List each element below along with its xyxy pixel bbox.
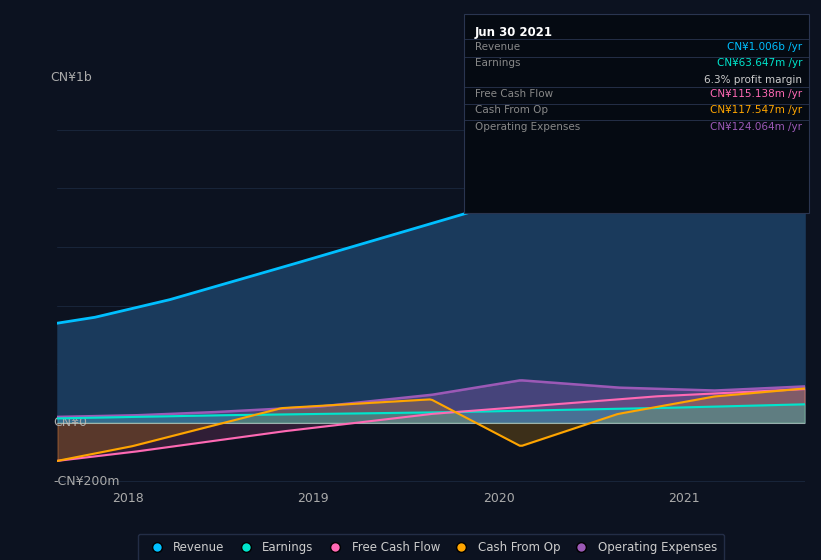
Text: Operating Expenses: Operating Expenses (475, 122, 580, 132)
Text: CN¥0: CN¥0 (53, 416, 88, 430)
Text: -CN¥200m: -CN¥200m (53, 475, 120, 488)
Text: CN¥63.647m /yr: CN¥63.647m /yr (717, 58, 802, 68)
Text: Free Cash Flow: Free Cash Flow (475, 89, 553, 99)
Text: 6.3% profit margin: 6.3% profit margin (704, 74, 802, 85)
Text: Jun 30 2021: Jun 30 2021 (475, 26, 553, 39)
Text: Revenue: Revenue (475, 42, 520, 52)
Text: CN¥117.547m /yr: CN¥117.547m /yr (710, 105, 802, 115)
Text: CN¥124.064m /yr: CN¥124.064m /yr (710, 122, 802, 132)
Text: CN¥115.138m /yr: CN¥115.138m /yr (710, 89, 802, 99)
Text: Cash From Op: Cash From Op (475, 105, 548, 115)
Text: Earnings: Earnings (475, 58, 520, 68)
Text: CN¥1b: CN¥1b (50, 71, 92, 83)
Legend: Revenue, Earnings, Free Cash Flow, Cash From Op, Operating Expenses: Revenue, Earnings, Free Cash Flow, Cash … (138, 534, 724, 560)
Text: CN¥1.006b /yr: CN¥1.006b /yr (727, 42, 802, 52)
